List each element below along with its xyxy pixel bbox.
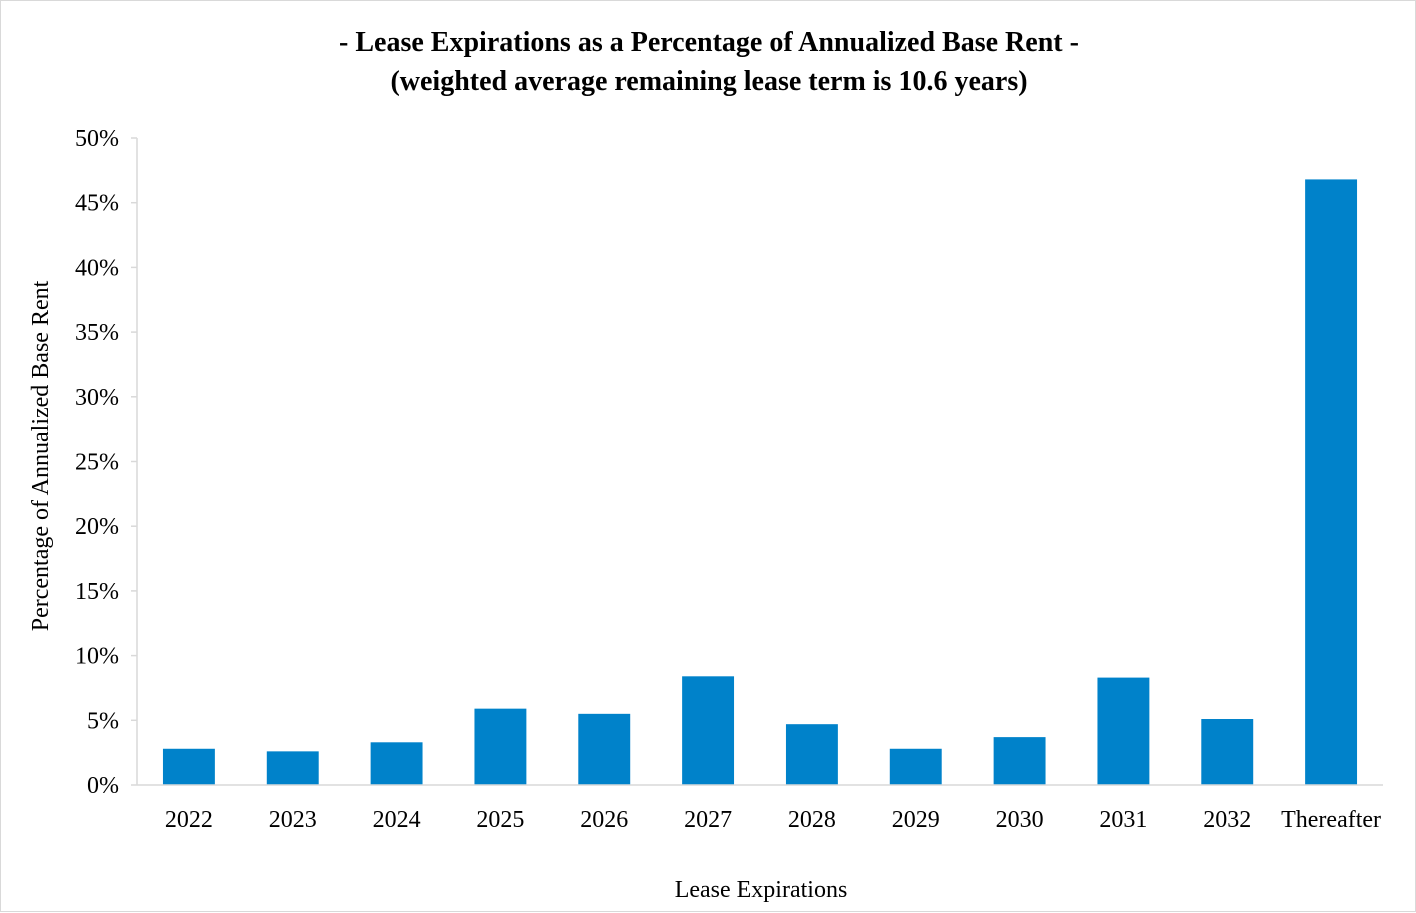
y-tick-label: 50% [75, 126, 119, 152]
bar-2031 [1097, 677, 1150, 785]
bar-2024 [370, 742, 423, 785]
x-tick-label: 2032 [1203, 807, 1251, 833]
y-tick-label: 35% [75, 320, 119, 346]
y-tick-label: 30% [75, 385, 119, 411]
x-axis-title: Lease Expirations [675, 877, 848, 903]
x-tick-label: 2025 [476, 807, 524, 833]
x-tick-label: 2027 [684, 807, 732, 833]
y-tick-label: 25% [75, 450, 119, 476]
y-tick-label: 5% [87, 708, 119, 734]
y-tick-label: 15% [75, 579, 119, 605]
bar-2022 [162, 748, 215, 785]
x-tick-label: 2024 [373, 807, 421, 833]
chart-title: - Lease Expirations as a Percentage of A… [339, 27, 1079, 58]
bar-2025 [474, 708, 527, 785]
x-tick-label: 2028 [788, 807, 836, 833]
y-tick-label: 45% [75, 191, 119, 217]
bar-2023 [266, 751, 319, 785]
y-tick-label: 20% [75, 514, 119, 540]
x-tick-label: 2023 [269, 807, 317, 833]
bar-thereafter [1305, 179, 1358, 785]
bar-2029 [889, 748, 942, 785]
x-tick-label: 2026 [580, 807, 628, 833]
bar-2028 [785, 724, 838, 785]
bar-2027 [682, 676, 735, 785]
x-tick-label: 2022 [165, 807, 213, 833]
bar-2026 [578, 713, 631, 785]
x-tick-label: 2031 [1099, 807, 1147, 833]
x-tick-label: 2029 [892, 807, 940, 833]
bars [162, 179, 1358, 785]
x-tick-label: Thereafter [1281, 807, 1381, 833]
bar-2032 [1201, 719, 1254, 785]
y-axis-title: Percentage of Annualized Base Rent [28, 280, 54, 631]
x-axis-ticks: 2022 2023 2024 2025 2026 2027 2028 2029 2030 2031… [165, 807, 1381, 833]
y-tick-label: 0% [87, 773, 119, 799]
x-tick-label: 2030 [996, 807, 1044, 833]
y-tick-label: 10% [75, 644, 119, 670]
bar-2030 [993, 737, 1046, 785]
y-axis-ticks: 0% 5% 10% 15% 20% 25% 30% 35% 40% 45% 50% [75, 126, 137, 799]
y-tick-label: 40% [75, 255, 119, 281]
chart-subtitle: (weighted average remaining lease term i… [390, 66, 1027, 97]
